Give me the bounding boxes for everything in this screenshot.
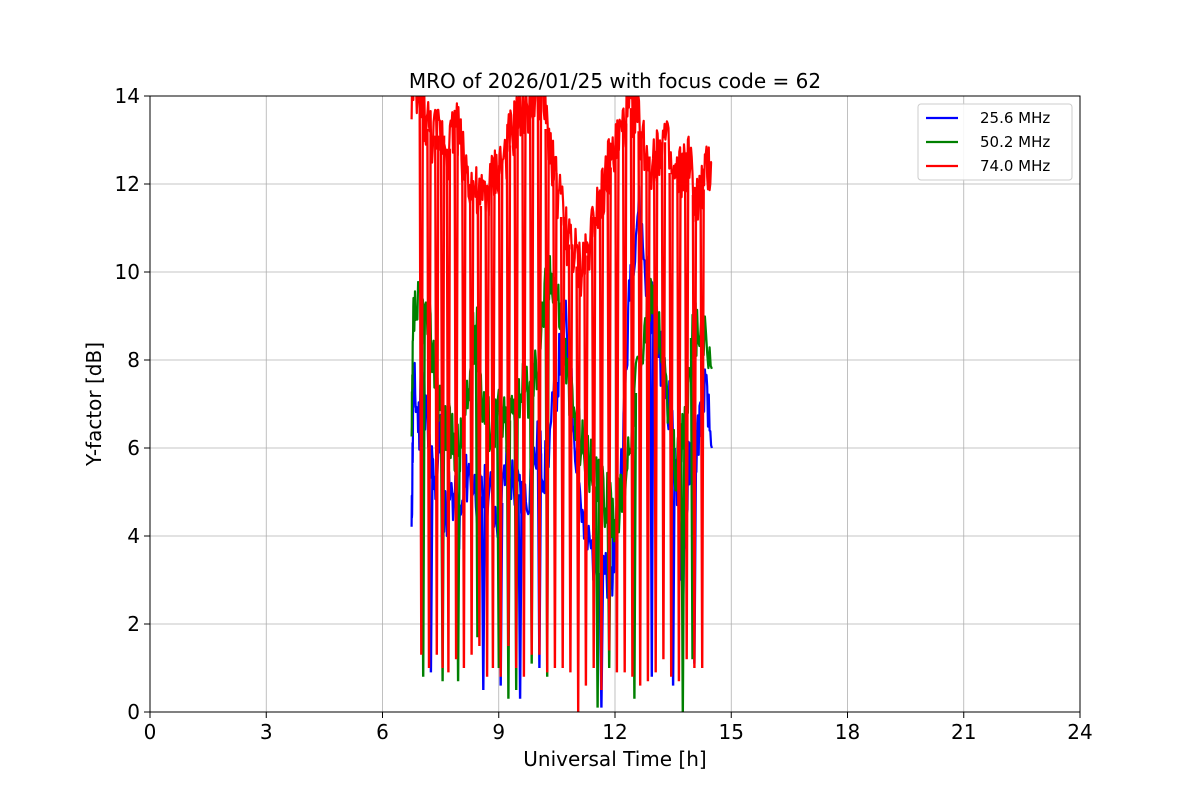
- series-dip: [434, 135, 440, 655]
- series-dip: [614, 145, 620, 673]
- x-tick-label: 9: [492, 720, 505, 744]
- series-dip: [598, 189, 605, 691]
- series-dip: [575, 266, 581, 712]
- series-dip: [590, 216, 597, 669]
- series-dip: [652, 152, 659, 673]
- series-dip: [680, 436, 686, 712]
- x-tick-label: 18: [835, 720, 860, 744]
- legend-label: 50.2 MHz: [980, 133, 1050, 151]
- series-dip: [594, 486, 601, 708]
- y-tick-label: 8: [127, 348, 140, 372]
- legend-label: 25.6 MHz: [980, 109, 1050, 127]
- series-group: [410, 96, 713, 712]
- x-axis-ticks: 0 3 6 9 12 15 18 21 24: [144, 712, 1093, 744]
- series-dip: [521, 108, 527, 677]
- y-tick-label: 6: [127, 436, 140, 460]
- series-dip: [476, 205, 483, 647]
- series-dip: [484, 192, 490, 677]
- x-tick-label: 12: [602, 720, 627, 744]
- series-dip: [490, 179, 496, 669]
- series-dip: [426, 128, 432, 669]
- series-dip: [645, 156, 651, 682]
- x-tick-label: 21: [951, 720, 976, 744]
- series-dip: [513, 123, 519, 669]
- chart-title: MRO of 2026/01/25 with focus code = 62: [409, 69, 821, 93]
- series-dip: [439, 135, 446, 669]
- series-dip: [418, 106, 424, 655]
- y-tick-label: 10: [115, 260, 140, 284]
- y-tick-label: 4: [127, 524, 140, 548]
- series-dip: [621, 123, 628, 673]
- series-dip: [497, 165, 504, 677]
- series-dip: [468, 183, 475, 655]
- legend-box: [917, 103, 1073, 181]
- series-dip: [461, 161, 467, 669]
- x-tick-label: 0: [144, 720, 157, 744]
- series-dip: [528, 98, 535, 655]
- series-dip: [668, 172, 674, 677]
- series-dip: [517, 494, 523, 699]
- y-tick-label: 14: [115, 84, 140, 108]
- y-tick-label: 12: [115, 172, 140, 196]
- x-tick-label: 3: [260, 720, 273, 744]
- series-dip: [453, 117, 459, 660]
- series-layer: [410, 96, 713, 712]
- x-tick-label: 6: [376, 720, 389, 744]
- x-tick-label: 24: [1067, 720, 1092, 744]
- series-dip: [559, 216, 566, 669]
- series-dip: [544, 128, 550, 673]
- x-tick-label: 15: [719, 720, 744, 744]
- series-dip: [699, 189, 705, 669]
- series-dip: [536, 96, 543, 655]
- series-dip: [683, 165, 690, 660]
- series-dip: [637, 131, 643, 686]
- series-dip: [676, 177, 682, 682]
- y-axis-label: Y-factor [dB]: [82, 342, 106, 467]
- y-tick-label: 2: [127, 612, 140, 636]
- series-dip: [583, 255, 589, 686]
- series-dip: [552, 172, 558, 669]
- x-axis-label: Universal Time [h]: [523, 747, 706, 771]
- y-tick-label: 0: [127, 700, 140, 724]
- series-dip: [691, 194, 698, 669]
- y-axis-ticks: 0 2 4 6 8 10 12 14: [115, 84, 150, 724]
- legend-label: 74.0 MHz: [980, 157, 1050, 175]
- legend: 25.6 MHz 50.2 MHz 74.0 MHz: [917, 103, 1073, 181]
- series-dip: [629, 108, 636, 677]
- series-dip: [480, 496, 486, 691]
- series-dip: [567, 244, 574, 673]
- series-dip: [445, 148, 452, 673]
- series-dip: [649, 304, 655, 677]
- series-dip: [505, 145, 512, 647]
- series-dip: [606, 167, 612, 651]
- series-dip: [660, 142, 667, 660]
